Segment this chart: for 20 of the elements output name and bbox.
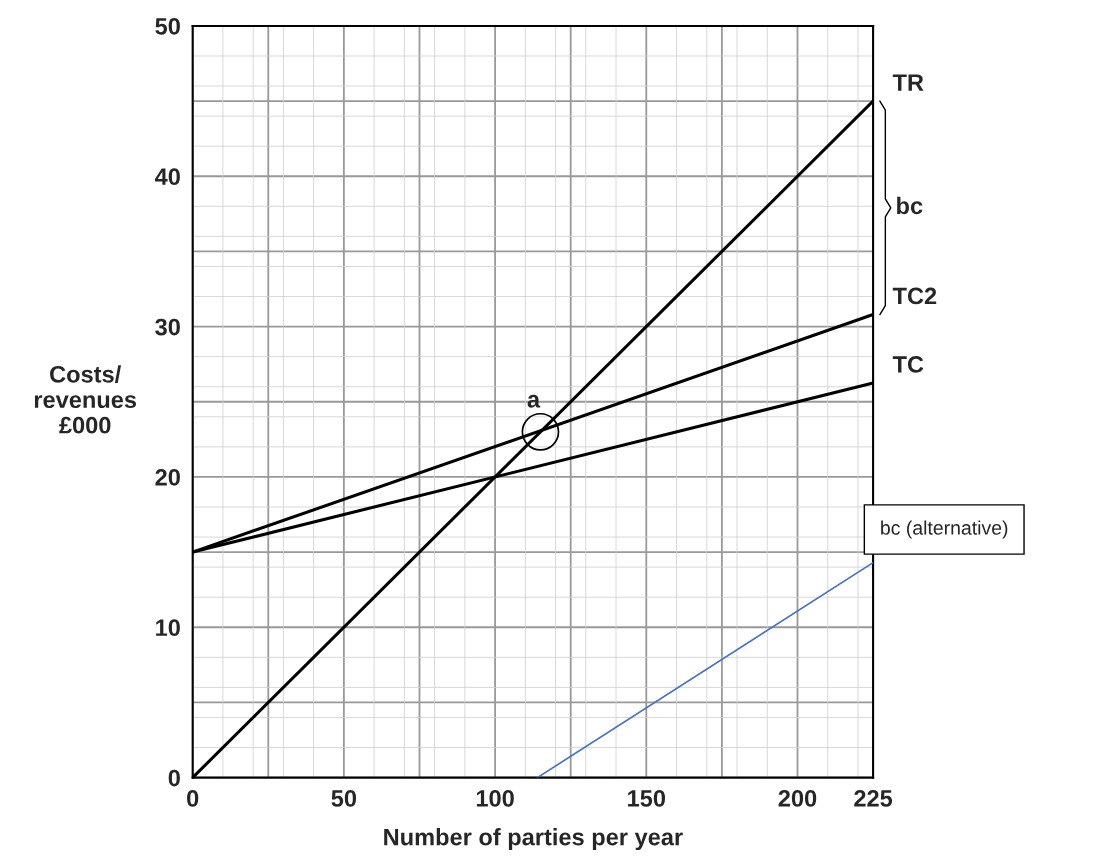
y-tick-label: 0	[168, 769, 180, 787]
y-axis-title: Costs/ revenues £000	[34, 365, 137, 434]
x-tick-label: 100	[476, 790, 514, 807]
text: bc (alternative)	[881, 520, 1008, 539]
text: bc	[897, 196, 923, 215]
y-tick-label: 30	[155, 318, 180, 336]
x-axis-title: Number of parties per year	[384, 828, 683, 851]
annotation: a	[527, 394, 541, 408]
y-tick-label: 10	[156, 619, 180, 637]
x-tick-label: 200	[778, 790, 817, 807]
series-label: TR	[892, 74, 924, 91]
series-label: TC	[892, 356, 924, 373]
x-tick-label: 150	[628, 790, 666, 807]
x-tick-label: 50	[331, 790, 357, 807]
y-tick-label: 40	[154, 168, 180, 186]
y-tick-label: 20	[155, 469, 180, 486]
series-label: TC2	[892, 287, 937, 305]
x-tick-label: 0	[187, 790, 199, 807]
y-tick-label: 50	[155, 17, 180, 35]
x-tick-label: 225	[854, 790, 893, 807]
